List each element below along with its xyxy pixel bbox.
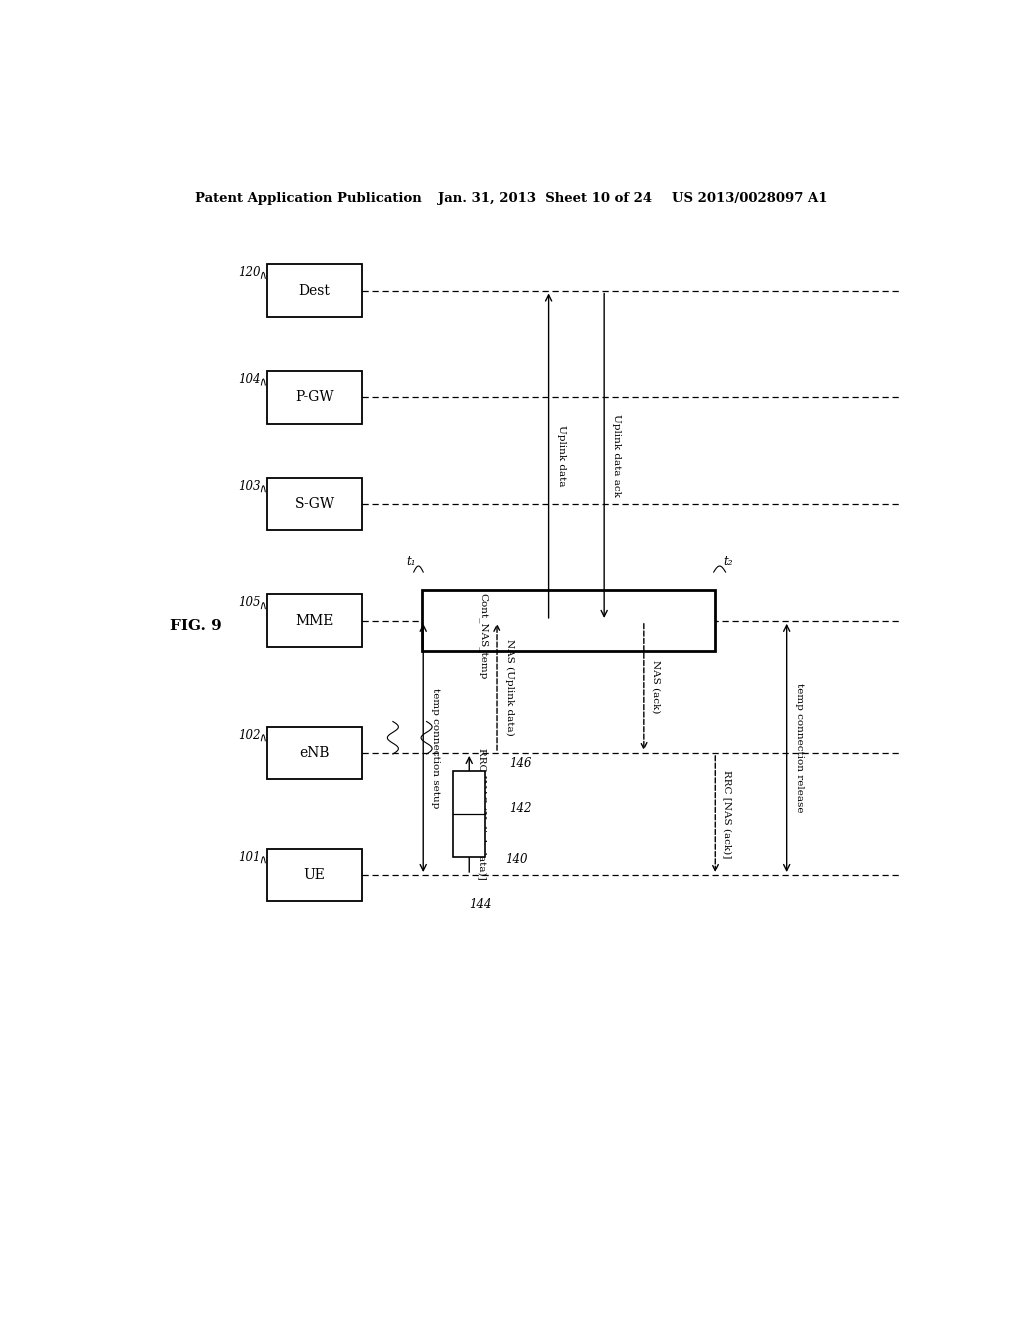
Text: RRC [NAS (Uplink data)]: RRC [NAS (Uplink data)]	[477, 748, 486, 880]
Text: 120: 120	[238, 267, 260, 279]
Text: 140: 140	[505, 853, 527, 866]
Text: UE: UE	[303, 869, 326, 882]
Text: S-GW: S-GW	[295, 496, 335, 511]
Bar	[267, 849, 362, 902]
Text: Patent Application Publication: Patent Application Publication	[196, 193, 422, 205]
Text: Cont_NAS_temp: Cont_NAS_temp	[479, 594, 488, 680]
Text: Dest: Dest	[299, 284, 331, 297]
Text: temp connection release: temp connection release	[795, 684, 804, 813]
Text: t₁: t₁	[407, 554, 416, 568]
Bar	[267, 264, 362, 317]
Text: 144: 144	[469, 898, 492, 911]
Text: eNB: eNB	[299, 746, 330, 760]
Bar	[267, 726, 362, 779]
Text: FIG. 9: FIG. 9	[170, 619, 221, 634]
Text: 101: 101	[238, 850, 260, 863]
Text: Uplink data ack: Uplink data ack	[612, 414, 622, 498]
Text: 105: 105	[238, 597, 260, 610]
Text: 102: 102	[238, 729, 260, 742]
Bar	[267, 594, 362, 647]
Text: Jan. 31, 2013  Sheet 10 of 24: Jan. 31, 2013 Sheet 10 of 24	[437, 193, 651, 205]
Text: Uplink data: Uplink data	[557, 425, 565, 487]
Text: P-GW: P-GW	[295, 391, 334, 404]
Bar	[267, 478, 362, 531]
Text: 146: 146	[509, 756, 531, 770]
Text: temp connection setup: temp connection setup	[431, 688, 440, 808]
Text: NAS (ack): NAS (ack)	[652, 660, 660, 714]
Text: NAS (Uplink data): NAS (Uplink data)	[505, 639, 514, 735]
Text: 142: 142	[509, 803, 531, 816]
Text: RRC [NAS (ack)]: RRC [NAS (ack)]	[723, 770, 732, 858]
Text: US 2013/0028097 A1: US 2013/0028097 A1	[672, 193, 827, 205]
Bar	[422, 590, 715, 651]
Text: 104: 104	[238, 372, 260, 385]
Text: 103: 103	[238, 479, 260, 492]
Bar	[267, 371, 362, 424]
Bar	[454, 771, 485, 857]
Text: MME: MME	[295, 614, 334, 628]
Text: t₂: t₂	[723, 554, 733, 568]
